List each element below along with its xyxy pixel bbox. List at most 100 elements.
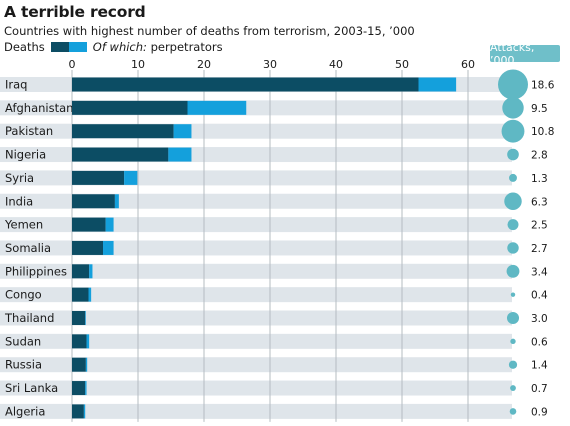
row-background — [0, 217, 512, 233]
perpetrators-bar — [173, 124, 192, 139]
category-label: India — [5, 194, 33, 208]
category-label: Somalia — [5, 241, 51, 255]
attacks-value-label: 9.5 — [531, 103, 548, 115]
attacks-value-label: 0.7 — [531, 383, 548, 395]
category-label: Afghanistan — [5, 101, 73, 115]
deaths-bar — [72, 264, 90, 279]
row-background — [0, 310, 512, 326]
category-label: Syria — [5, 171, 34, 185]
attacks-value-label: 0.6 — [531, 336, 548, 348]
chart-title: A terrible record — [4, 3, 146, 21]
row-background — [0, 403, 512, 419]
attacks-bubble — [502, 97, 524, 119]
category-label: Sri Lanka — [5, 381, 58, 395]
perpetrators-bar — [89, 264, 93, 279]
category-label: Sudan — [5, 334, 41, 348]
perpetrators-bar — [124, 170, 138, 185]
attacks-bubble — [506, 264, 520, 278]
deaths-bar — [72, 357, 86, 372]
row-background — [0, 287, 512, 303]
row-background — [0, 193, 512, 209]
deaths-bar — [72, 170, 125, 185]
attacks-bubble — [507, 219, 519, 231]
attacks-bubble — [510, 292, 516, 297]
attacks-bubble — [507, 242, 519, 254]
attacks-value-label: 2.7 — [531, 243, 548, 255]
deaths-bar — [72, 217, 106, 232]
attacks-bubble — [508, 360, 518, 369]
attacks-bubble — [507, 148, 519, 161]
attacks-bubble — [510, 385, 516, 391]
attacks-value-label: 3.0 — [531, 313, 548, 325]
deaths-bar — [72, 147, 169, 162]
deaths-bar — [72, 100, 188, 115]
category-label: Yemen — [4, 218, 43, 232]
row-background — [0, 240, 512, 256]
perpetrators-bar — [168, 147, 192, 162]
perpetrators-bar — [83, 404, 86, 419]
attacks-value-label: 2.8 — [531, 150, 548, 162]
legend-of-which-label: Of which: — [92, 40, 147, 54]
legend-perpetrators-label: perpetrators — [146, 40, 223, 54]
chart-subtitle: Countries with highest number of deaths … — [4, 24, 415, 38]
perpetrators-bar — [85, 311, 86, 325]
attacks-value-label: 0.4 — [531, 290, 548, 302]
attacks-value-label: 2.5 — [531, 220, 548, 232]
perpetrators-bar — [85, 381, 87, 396]
attacks-value-label: 10.8 — [531, 126, 554, 138]
row-background — [0, 357, 512, 373]
legend: Deaths Of which: perpetrators — [4, 40, 223, 54]
attacks-value-label: 0.9 — [531, 406, 548, 418]
category-label: Thailand — [4, 311, 54, 325]
attacks-bubble — [501, 119, 525, 143]
legend-perpetrators-swatch — [68, 42, 87, 52]
x-tick-label: 0 — [69, 58, 76, 71]
attacks-value-label: 3.4 — [531, 266, 548, 278]
perpetrators-bar — [103, 240, 114, 255]
x-tick-label: 60 — [461, 58, 475, 71]
row-background — [0, 380, 512, 396]
deaths-bar — [72, 124, 174, 139]
legend-deaths-swatch — [50, 42, 69, 52]
attacks-value-label: 6.3 — [531, 196, 548, 208]
attacks-bubble — [504, 192, 522, 210]
deaths-bar — [72, 334, 87, 349]
deaths-bar — [72, 311, 86, 325]
x-tick-label: 20 — [197, 58, 211, 71]
perpetrators-bar — [88, 287, 92, 302]
x-tick-label: 10 — [131, 58, 145, 71]
perpetrators-bar — [105, 217, 114, 232]
category-label: Philippines — [5, 264, 67, 278]
attacks-bubble — [509, 173, 517, 182]
attacks-value-label: 1.4 — [531, 360, 548, 372]
category-label: Algeria — [5, 404, 45, 418]
x-tick-label: 30 — [263, 58, 277, 71]
legend-deaths-label: Deaths — [4, 40, 45, 54]
attacks-value-label: 1.3 — [531, 173, 548, 185]
perpetrators-bar — [86, 334, 90, 349]
category-label: Congo — [5, 288, 42, 302]
x-tick-label: 40 — [329, 58, 343, 71]
category-label: Nigeria — [5, 148, 46, 162]
category-label: Russia — [5, 358, 42, 372]
attacks-bubble — [506, 311, 520, 325]
attacks-bubble — [498, 69, 528, 100]
row-background — [0, 333, 512, 349]
deaths-bar — [72, 404, 84, 419]
perpetrators-bar — [187, 100, 247, 115]
attacks-bubble — [510, 338, 516, 345]
row-background — [0, 263, 512, 279]
perpetrators-bar — [114, 194, 119, 209]
category-label: Iraq — [5, 78, 27, 92]
deaths-bar — [72, 240, 104, 255]
perpetrators-bar — [85, 357, 88, 372]
deaths-bar — [72, 287, 89, 302]
category-label: Pakistan — [5, 124, 53, 138]
deaths-bar — [72, 194, 115, 209]
x-tick-label: 50 — [395, 58, 409, 71]
attacks-bubble — [509, 408, 517, 415]
perpetrators-bar — [418, 77, 457, 92]
deaths-bar — [72, 381, 86, 396]
deaths-bar — [72, 77, 419, 92]
